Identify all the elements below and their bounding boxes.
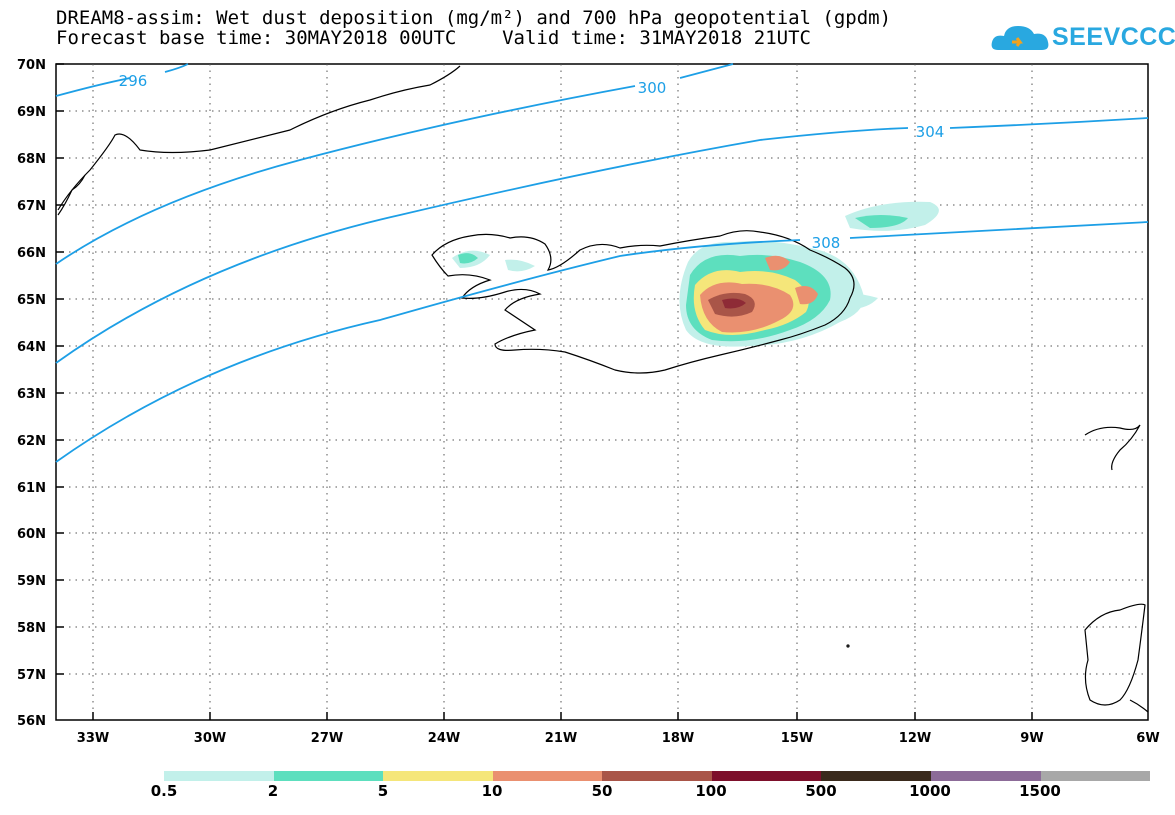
geopotential-contours [55,63,1149,463]
contour-label-308: 308 [812,234,841,252]
lon-label: 30W [194,731,226,746]
lat-label: 70N [17,58,46,73]
latitude-labels: 70N 69N 68N 67N 66N 65N 64N 63N 62N 61N … [17,58,46,729]
lon-label: 9W [1020,731,1043,746]
contour-304 [55,117,1149,364]
legend-label: 10 [481,782,503,800]
legend-swatch [711,771,822,781]
cloud-icon [991,26,1049,50]
lon-label: 24W [428,731,460,746]
lon-label: 6W [1136,731,1159,746]
legend-label: 100 [695,782,727,800]
lon-label: 27W [311,731,343,746]
legend-label: 5 [377,782,389,800]
lat-label: 69N [17,105,46,120]
ticks [56,63,1033,720]
legend-label: 1000 [909,782,951,800]
legend-label: 0.5 [150,782,178,800]
lat-label: 61N [17,481,46,496]
map-title: DREAM8-assim: Wet dust deposition (mg/m²… [56,7,892,29]
contour-300 [55,63,734,265]
lat-label: 63N [17,387,46,402]
legend-swatch [492,771,603,781]
lat-label: 57N [17,668,46,683]
legend-swatch [930,771,1041,781]
map-frame [55,63,1149,721]
lat-label: 67N [17,199,46,214]
legend-label: 1500 [1019,782,1061,800]
contour-label-300: 300 [638,79,667,97]
legend-colorbar [164,771,1151,783]
lat-label: 65N [17,293,46,308]
dust-deposition-field [452,201,939,347]
graticule [56,64,1148,720]
contour-label-304: 304 [916,123,945,141]
lon-label: 18W [662,731,694,746]
contour-label-296: 296 [119,72,148,90]
legend-label: 50 [591,782,613,800]
coastlines [57,65,1149,713]
lon-label: 12W [899,731,931,746]
legend-label: 500 [805,782,837,800]
contour-308 [55,221,1149,463]
lat-label: 59N [17,574,46,589]
legend-swatch [602,771,712,781]
lon-label: 15W [781,731,813,746]
contour-labels: 296 300 304 308 [119,72,945,252]
lat-label: 68N [17,152,46,167]
longitude-labels: 33W 30W 27W 24W 21W 18W 15W 12W 9W 6W [77,731,1160,746]
lon-label: 33W [77,731,109,746]
lat-label: 66N [17,246,46,261]
legend-swatch [1040,771,1151,781]
lon-label: 21W [545,731,577,746]
legend-swatch [821,771,931,781]
legend-swatch [383,771,493,781]
lat-label: 60N [17,527,46,542]
legend-swatch [164,771,274,781]
lat-label: 62N [17,434,46,449]
lat-label: 56N [17,714,46,729]
lat-label: 58N [17,621,46,636]
legend-label: 2 [267,782,279,800]
logo-text: SEEVCCC [1052,23,1175,51]
map-subtitle: Forecast base time: 30MAY2018 00UTC Vali… [56,27,811,49]
legend-swatch [273,771,384,781]
lat-label: 64N [17,340,46,355]
contour-296 [55,63,189,97]
